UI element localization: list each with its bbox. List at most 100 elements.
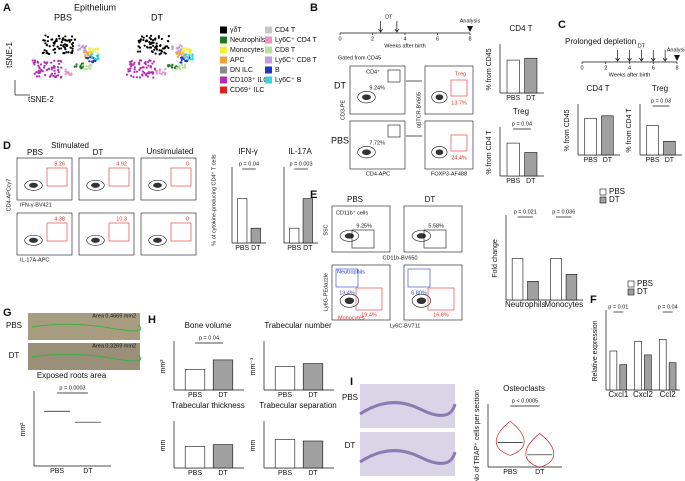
tsne-dot [153, 48, 156, 51]
arrow-head [615, 57, 620, 62]
contour [357, 91, 376, 104]
contour [362, 94, 371, 101]
bar [289, 227, 300, 244]
tsne-dot [127, 70, 130, 73]
percentage: 0 [186, 216, 189, 222]
p-value: p < 0.0005 [512, 398, 538, 404]
panel-letter: E [310, 189, 317, 201]
tsne-dot [62, 52, 65, 55]
tsne-dot [66, 39, 69, 42]
image-label: DT [345, 441, 356, 450]
area-label: Area 0.3269 mm2 [92, 343, 136, 349]
tsne-dot [178, 51, 182, 54]
gate-label: Neutrophils [337, 269, 365, 275]
gate [46, 167, 68, 187]
contour [153, 237, 162, 243]
x-tick-label: DT [218, 392, 228, 399]
tick-label: 6 [436, 36, 439, 42]
tsne-dot [58, 47, 61, 50]
x-tick-label: PBS [503, 469, 517, 476]
tsne-dot [80, 67, 83, 70]
tsne-dot [94, 49, 97, 53]
tsne-dot [135, 76, 139, 79]
tsne-dot [180, 61, 183, 64]
tsne-dot [57, 71, 60, 74]
image-label: DT [9, 351, 20, 360]
root-line [31, 353, 142, 362]
bar [609, 350, 618, 391]
column-header: DT [93, 148, 104, 157]
y-axis-label: mm³ [160, 359, 167, 374]
row-label: DT [334, 80, 346, 90]
axis-label: Weeks after birth [609, 72, 650, 78]
bar [302, 198, 313, 244]
tsne-dot [155, 72, 158, 75]
tsne-dot [46, 61, 49, 64]
bar [668, 362, 677, 391]
p-value: p = 0.0003 [59, 385, 85, 391]
tsne-dot [84, 49, 87, 52]
tsne-dot [57, 62, 61, 65]
tsne-dot [50, 61, 53, 64]
percentage: 9.24% [369, 85, 385, 91]
tsne-dot [59, 44, 63, 47]
tsne-dot [96, 52, 99, 55]
tsne-dot [53, 65, 56, 68]
tsne-dot [38, 75, 41, 78]
x-axis-label: IL-17A-APC [20, 257, 49, 263]
tsne-dot [45, 51, 48, 55]
tsne-dot [50, 72, 54, 75]
tsne-dot [64, 68, 67, 71]
x-tick-label: PBS [188, 392, 202, 399]
tsne-dot [41, 69, 44, 73]
legend-swatch [220, 36, 227, 44]
chart-title: Trabecular thickness [171, 401, 245, 410]
tissue [359, 449, 457, 465]
tsne-dot [79, 47, 82, 50]
column-header: PBS [347, 195, 363, 204]
gate [335, 268, 359, 288]
bar [524, 57, 538, 94]
legend-swatch [599, 188, 607, 196]
contour [411, 293, 431, 308]
tsne-dot [138, 46, 142, 49]
tsne-dot [133, 68, 136, 71]
contour [91, 237, 100, 243]
tsne-dot [88, 60, 91, 63]
tsne-dot [160, 37, 163, 41]
tsne-dot [63, 38, 67, 42]
tsne-dot [62, 44, 65, 47]
contour [431, 91, 448, 104]
tsne-dot [31, 59, 34, 62]
tsne-dot [52, 41, 55, 45]
violin [495, 420, 525, 456]
tsne-dot [81, 64, 84, 67]
tsne-dot [181, 66, 184, 69]
p-value: p = 0.036 [552, 209, 575, 215]
legend-label: B [275, 67, 280, 74]
column-header: Stimulated [51, 141, 89, 150]
panel-letter: H [148, 314, 156, 326]
tsne-dot [188, 54, 191, 57]
tsne-dot [44, 42, 47, 45]
panel-letter: B [310, 2, 318, 14]
tsne-dot [52, 74, 55, 77]
bar [658, 338, 667, 391]
chart-title: Osteoclasts [503, 384, 545, 393]
tsne-dot [45, 43, 48, 46]
legend-swatch [265, 26, 272, 34]
x-axis-label: IFN-γ-BV421 [20, 202, 52, 208]
p-value: p = 0.03 [651, 98, 671, 104]
tsne-dot [43, 49, 46, 52]
bar [184, 369, 206, 391]
tsne-dot [84, 45, 88, 48]
tsne-dot [160, 72, 163, 76]
tsne-dot [141, 70, 145, 73]
arrow-head [627, 57, 632, 62]
tsne-dot [77, 48, 80, 52]
tsne-dot [71, 45, 75, 48]
flow-plot [403, 264, 463, 321]
percentage: 5.58% [428, 223, 444, 229]
tsne-dot [65, 51, 68, 54]
tsne-dot [186, 49, 189, 52]
